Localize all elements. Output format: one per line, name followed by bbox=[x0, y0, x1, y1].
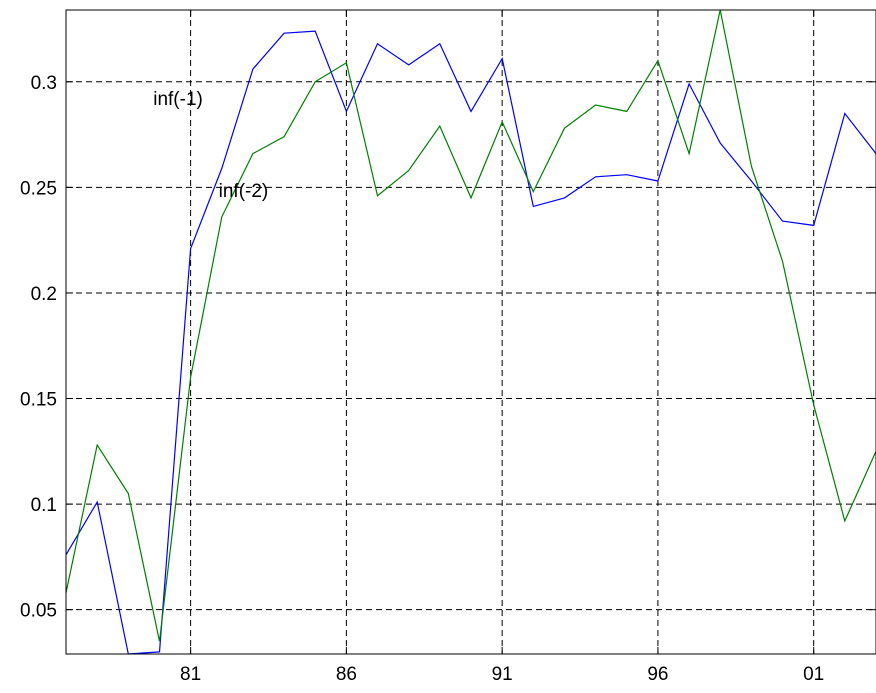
grid-layer bbox=[66, 10, 876, 654]
label-layer: 81 86 91 96 01 0.05 0.1 0.15 0.2 0.25 0.3 bbox=[20, 73, 824, 685]
y-tick-label: 0.2 bbox=[31, 284, 57, 305]
tick-layer bbox=[66, 10, 876, 654]
x-tick-label: 86 bbox=[336, 664, 357, 685]
annotation-label: inf(-1) bbox=[153, 89, 203, 110]
x-tick-label: 91 bbox=[492, 664, 513, 685]
series-line-2 bbox=[65, 9, 876, 642]
x-tick-label: 81 bbox=[180, 664, 201, 685]
x-tick-label: 01 bbox=[803, 664, 824, 685]
y-tick-label: 0.15 bbox=[20, 390, 57, 411]
y-tick-label: 0.05 bbox=[20, 601, 57, 622]
x-tick-label: 96 bbox=[647, 664, 668, 685]
y-tick-label: 0.3 bbox=[31, 73, 57, 94]
y-tick-label: 0.25 bbox=[20, 178, 57, 199]
annotation-label: inf(-2) bbox=[219, 181, 269, 202]
series-layer bbox=[65, 9, 876, 655]
series-line-1 bbox=[65, 30, 876, 655]
annotation-layer: inf(-1) inf(-2) bbox=[153, 89, 268, 202]
plot-frame bbox=[65, 9, 876, 655]
y-tick-label: 0.1 bbox=[31, 495, 57, 516]
